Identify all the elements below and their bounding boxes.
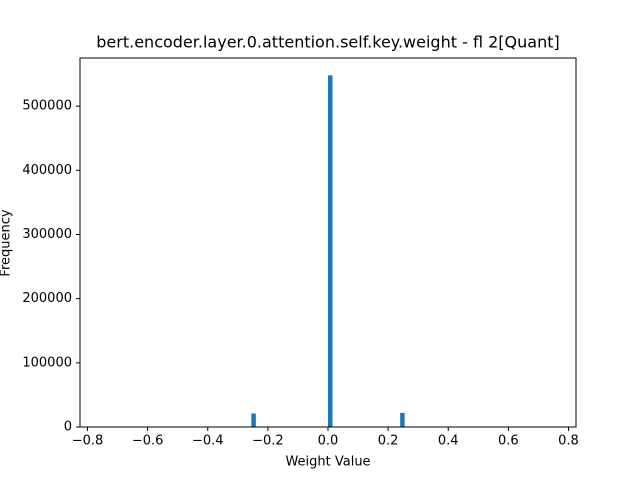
y-tick-label: 200000 [22,291,72,306]
bar [251,413,256,427]
y-axis-label: Frequency [0,209,14,276]
bar [400,412,405,427]
x-tick-label: 0.8 [558,434,579,449]
x-tick-label: −0.6 [132,434,164,449]
bar [328,75,333,427]
y-tick-label: 400000 [22,163,72,178]
chart-title: bert.encoder.layer.0.attention.self.key.… [96,33,559,52]
x-tick-label: −0.4 [192,434,224,449]
x-tick-label: −0.8 [72,434,104,449]
x-tick-label: 0.6 [498,434,519,449]
x-axis-label: Weight Value [285,455,370,470]
y-tick-label: 500000 [22,99,72,114]
x-tick-label: 0.4 [438,434,459,449]
x-tick-label: −0.2 [252,434,284,449]
y-tick-label: 100000 [22,355,72,370]
y-tick-label: 300000 [22,227,72,242]
x-tick-label: 0.2 [378,434,399,449]
x-tick-label: 0.0 [318,434,339,449]
y-tick-label: 0 [64,420,72,435]
